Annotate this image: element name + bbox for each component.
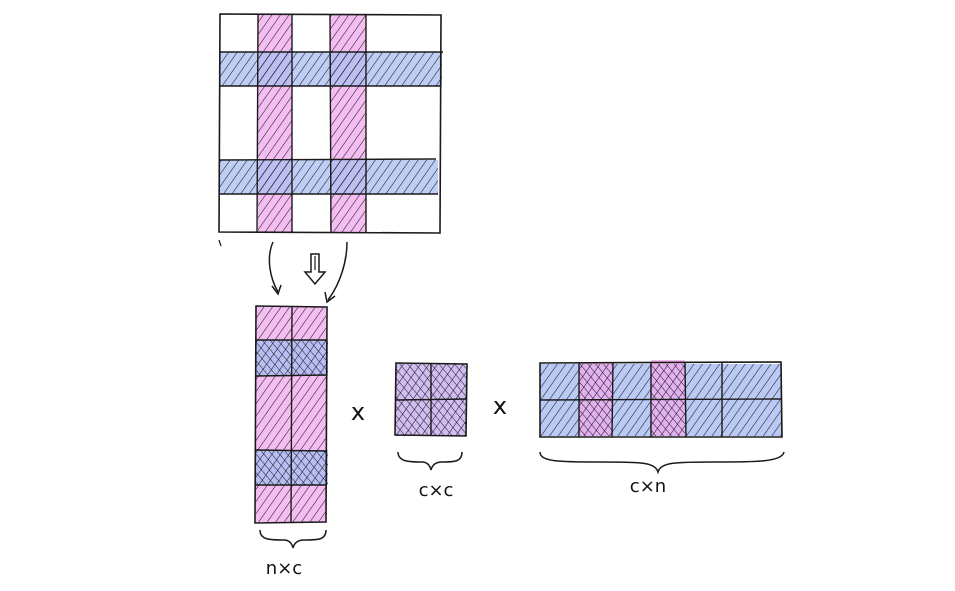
curved-arrow-left [268, 241, 279, 293]
original-row-hatch-2 [220, 160, 438, 194]
curved-arrow-right-head [324, 291, 336, 304]
curved-arrow-left-head [271, 284, 282, 296]
multiply-sign-1: x [351, 398, 365, 426]
right-brace [539, 451, 785, 475]
middle-matrix-label: c×c [419, 480, 454, 501]
original-grid-horizontal [219, 51, 443, 195]
original-matrix [218, 13, 443, 247]
left-matrix-c: n×c [254, 305, 328, 579]
extraction-arrows [268, 241, 348, 304]
block-down-arrow [303, 253, 327, 286]
original-matrix-outline [218, 13, 442, 234]
right-matrix-label: c×n [630, 476, 666, 497]
middle-grid [395, 363, 468, 436]
middle-matrix-outline [394, 362, 468, 437]
original-column-hatch-1 [258, 14, 292, 232]
multiply-sign-2: x [493, 392, 507, 420]
left-matrix-outline [254, 305, 328, 524]
right-grid [539, 361, 782, 438]
right-matrix-outline [539, 361, 783, 438]
middle-brace [397, 451, 463, 471]
left-grid [255, 305, 328, 523]
curved-arrow-right [327, 241, 348, 301]
left-matrix-label: n×c [266, 558, 302, 579]
middle-matrix-u: c×c [394, 362, 468, 501]
original-matrix-tick [218, 239, 222, 247]
original-grid-vertical [256, 13, 367, 234]
left-brace [259, 529, 327, 549]
right-matrix-r: c×n [539, 360, 785, 497]
original-column-hatch-2 [330, 14, 366, 232]
